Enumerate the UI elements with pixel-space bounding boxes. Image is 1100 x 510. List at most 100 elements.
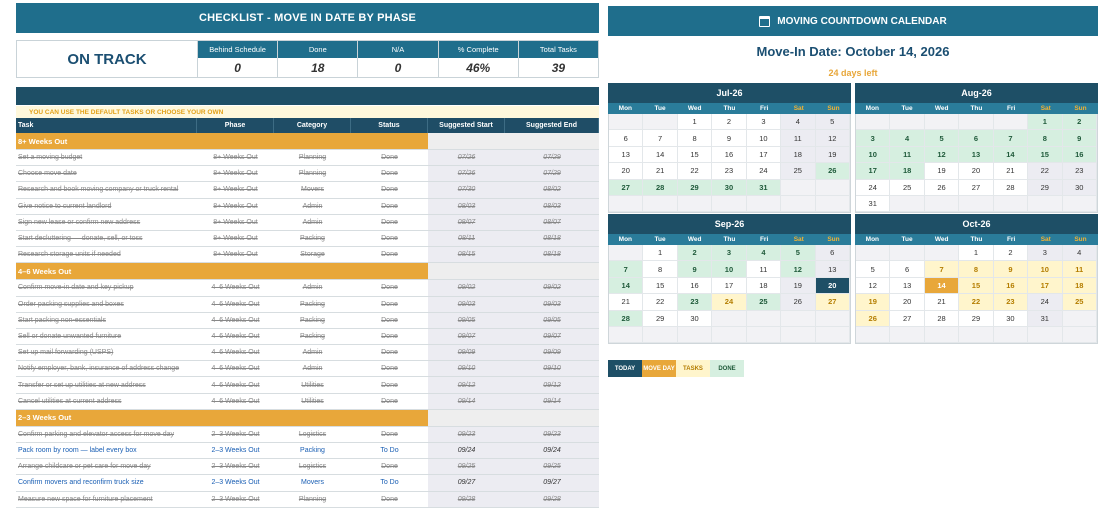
calendar-day[interactable]: 19 [924,163,960,180]
calendar-day[interactable]: 16 [677,277,713,295]
col-phase[interactable]: Phase [197,118,274,133]
calendar-day[interactable]: 2 [993,245,1029,262]
table-row[interactable]: Research storage units if needed 8+ Weeks… [16,247,599,264]
calendar-day[interactable]: 28 [609,310,644,327]
table-row[interactable]: Confirm move-in date and key pickup 4–6 W… [16,280,599,297]
table-row[interactable]: Give notice to current landlord 8+ Weeks … [16,198,599,215]
status-cell[interactable]: Done [381,463,398,471]
calendar-day[interactable]: 30 [677,310,713,327]
calendar-day[interactable]: 13 [609,146,644,164]
calendar-day[interactable]: 28 [993,179,1029,196]
calendar-day[interactable]: 20 [890,294,925,311]
status-cell[interactable]: Done [381,186,398,194]
col-start[interactable]: Suggested Start [428,118,505,133]
calendar-day[interactable]: 14 [643,146,678,164]
calendar-day[interactable]: 8 [643,261,678,278]
calendar-day[interactable]: 1 [1028,114,1063,131]
calendar-day[interactable]: 14 [609,277,644,295]
calendar-day[interactable]: 2 [1062,114,1097,131]
table-row[interactable]: Confirm parking and elevator access for … [16,426,599,443]
calendar-day[interactable]: 21 [643,163,678,180]
calendar-day[interactable]: 10 [712,261,747,278]
table-row[interactable]: Cancel utilities at current address 4–6 W… [16,393,599,410]
calendar-day[interactable]: 23 [712,163,747,180]
calendar-day[interactable]: 4 [890,130,925,147]
table-row[interactable]: Confirm movers and reconfirm truck size 2… [16,475,599,492]
calendar-day[interactable]: 5 [781,245,816,262]
calendar-day[interactable]: 15 [677,146,713,164]
calendar-day[interactable]: 19 [815,146,850,164]
calendar-day[interactable]: 18 [746,277,782,295]
calendar-day[interactable]: 31 [856,195,891,213]
calendar-day[interactable]: 27 [609,179,644,196]
calendar-day[interactable]: 2 [677,245,713,262]
calendar-day[interactable]: 28 [924,310,960,327]
calendar-day[interactable]: 5 [815,114,850,131]
status-cell[interactable]: Done [381,154,398,162]
col-end[interactable]: Suggested End [505,118,599,133]
calendar-day[interactable]: 26 [781,294,816,311]
calendar-day[interactable]: 16 [993,277,1029,295]
status-cell[interactable]: Done [381,300,398,308]
calendar-day[interactable]: 25 [781,163,816,180]
calendar-day[interactable]: 17 [712,277,747,295]
calendar-day[interactable]: 1 [677,114,713,131]
table-row[interactable]: Start packing non-essentials 4–6 Weeks Ou… [16,312,599,329]
calendar-day[interactable]: 5 [924,130,960,147]
table-row[interactable]: Order packing supplies and boxes 4–6 Week… [16,296,599,313]
calendar-day[interactable]: 25 [890,179,925,196]
calendar-day[interactable]: 20 [815,277,850,295]
table-row[interactable]: Arrange childcare or pet care for move d… [16,459,599,476]
calendar-day[interactable]: 29 [959,310,994,327]
calendar-day[interactable]: 31 [746,179,782,196]
calendar-day[interactable]: 12 [815,130,850,147]
calendar-day[interactable]: 18 [1062,277,1097,295]
calendar-day[interactable]: 11 [1062,261,1097,278]
status-cell[interactable]: Done [381,316,398,324]
calendar-day[interactable]: 13 [959,146,994,164]
calendar-day[interactable]: 21 [924,294,960,311]
table-row[interactable]: Measure new space for furniture placemen… [16,491,599,508]
status-cell[interactable]: To Do [380,479,399,487]
calendar-day[interactable]: 16 [1062,146,1097,164]
calendar-day[interactable]: 7 [643,130,678,147]
table-row[interactable]: Research and book moving company or truc… [16,182,599,199]
table-row[interactable]: Transfer or set up utilities at new addr… [16,377,599,394]
calendar-day[interactable]: 5 [856,261,891,278]
calendar-day[interactable]: 27 [890,310,925,327]
calendar-day[interactable]: 14 [993,146,1029,164]
calendar-day[interactable]: 12 [856,277,891,295]
calendar-day[interactable]: 3 [1028,245,1063,262]
calendar-day[interactable]: 9 [1062,130,1097,147]
status-cell[interactable]: Done [381,170,398,178]
calendar-day[interactable]: 28 [643,179,678,196]
calendar-day[interactable]: 22 [677,163,713,180]
table-row[interactable]: Start decluttering — donate, sell, or to… [16,230,599,248]
calendar-day[interactable]: 30 [993,310,1029,327]
calendar-day[interactable]: 20 [959,163,994,180]
calendar-day[interactable]: 17 [746,146,782,164]
calendar-day[interactable]: 1 [959,245,994,262]
calendar-day[interactable]: 12 [924,146,960,164]
calendar-day[interactable]: 31 [1028,310,1063,327]
calendar-day[interactable]: 11 [890,146,925,164]
calendar-day[interactable]: 3 [856,130,891,147]
status-cell[interactable]: Done [381,332,398,340]
calendar-day[interactable]: 11 [746,261,782,278]
calendar-day[interactable]: 8 [1028,130,1063,147]
calendar-day[interactable]: 6 [959,130,994,147]
calendar-day[interactable]: 14 [924,277,960,295]
calendar-day[interactable]: 3 [746,114,782,131]
status-cell[interactable]: Done [381,381,398,389]
calendar-day[interactable]: 12 [781,261,816,278]
calendar-day[interactable]: 23 [677,294,713,311]
calendar-day[interactable]: 22 [959,294,994,311]
calendar-day[interactable]: 4 [1062,245,1097,262]
status-cell[interactable]: Done [381,251,398,259]
status-cell[interactable]: Done [381,202,398,210]
status-cell[interactable]: Done [381,365,398,373]
calendar-day[interactable]: 29 [1028,179,1063,196]
calendar-day[interactable]: 27 [815,294,850,311]
table-row[interactable]: Sign new lease or confirm new address 8+ … [16,214,599,231]
table-row[interactable]: Notify employer, bank, insurance of addr… [16,361,599,378]
